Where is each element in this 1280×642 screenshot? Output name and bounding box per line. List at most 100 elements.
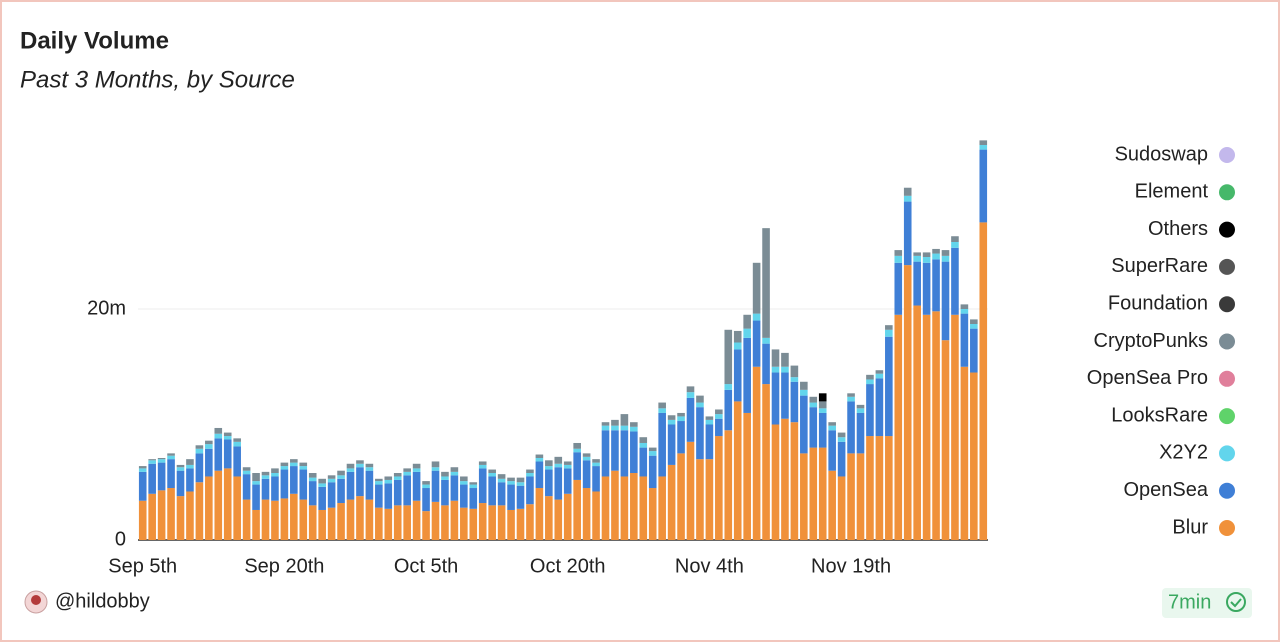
bar-segment	[903, 195, 912, 202]
bar-segment	[460, 484, 468, 508]
bar-segment	[903, 187, 912, 196]
freshness: 7min	[1168, 591, 1211, 613]
bar-segment	[356, 467, 364, 497]
bar-segment	[290, 459, 298, 463]
bar-segment	[365, 467, 374, 471]
bar-segment	[601, 430, 610, 477]
bar-segment	[346, 499, 355, 540]
bar-segment	[648, 455, 657, 489]
bar-segment	[441, 479, 449, 506]
legend-label: X2Y2	[1159, 442, 1208, 464]
bar-segment	[384, 508, 393, 540]
bar-segment	[733, 349, 742, 402]
bar-segment	[271, 468, 279, 474]
bar-segment	[837, 441, 846, 477]
legend-dot	[1219, 296, 1235, 313]
bar-segment	[280, 469, 289, 499]
bar-segment	[299, 462, 308, 467]
bar-segment	[837, 432, 846, 438]
bar-segment	[431, 501, 440, 540]
bar-segment	[582, 456, 591, 461]
bar-segment	[573, 479, 581, 540]
bar-segment	[280, 462, 289, 467]
bar-segment	[932, 311, 940, 540]
bar-segment	[620, 476, 629, 540]
bar-segment	[743, 337, 751, 413]
bar-segment	[677, 412, 685, 417]
bar-segment	[715, 436, 723, 540]
bar-segment	[356, 460, 364, 464]
bar-segment	[724, 329, 733, 385]
legend-label: Foundation	[1108, 292, 1208, 314]
bar-segment	[563, 464, 572, 469]
bar-segment	[818, 447, 827, 540]
bar-segment	[705, 419, 714, 425]
bar-segment	[592, 491, 600, 540]
bar-segment	[497, 505, 506, 540]
y-tick-label: 0	[115, 528, 126, 550]
bar-segment	[724, 389, 733, 431]
bar-segment	[866, 374, 874, 380]
bar-segment	[800, 381, 808, 390]
bar-segment	[195, 448, 204, 454]
bar-segment	[828, 422, 836, 426]
bar-segment	[375, 507, 383, 540]
bar-segment	[431, 461, 440, 468]
bar-segment	[469, 482, 478, 485]
chart-subtitle: Past 3 Months, by Source	[20, 66, 295, 93]
bar-segment	[970, 324, 978, 329]
bar-segment	[545, 460, 553, 467]
bar-segment	[752, 262, 761, 314]
bar-segment	[705, 424, 714, 460]
bar-segment	[960, 309, 969, 314]
bar-segment	[516, 482, 525, 486]
bar-segment	[828, 470, 836, 540]
bar-segment	[450, 500, 459, 540]
bar-segment	[875, 370, 884, 374]
bar-segment	[299, 469, 308, 500]
bar-segment	[932, 253, 940, 260]
bar-segment	[545, 469, 553, 497]
bar-segment	[960, 366, 969, 540]
author[interactable]: @hildobby	[55, 590, 150, 612]
bar-segment	[478, 503, 487, 540]
bar-segment	[941, 340, 950, 540]
avatar	[24, 590, 48, 614]
bar-segment	[856, 404, 865, 409]
bar-segment	[290, 466, 298, 494]
bar-segment	[800, 389, 808, 396]
x-tick-label: Oct 20th	[530, 555, 606, 577]
bar-segment	[724, 430, 733, 540]
bar-segment	[214, 427, 223, 434]
check-icon	[1226, 592, 1246, 612]
bar-segment	[299, 499, 308, 540]
bar-segment	[658, 402, 666, 409]
bar-segment	[762, 337, 770, 344]
bar-segment	[176, 464, 185, 468]
bar-segment	[356, 496, 364, 540]
bar-segment	[507, 509, 515, 540]
bar-segment	[922, 314, 931, 540]
bar-segment	[233, 438, 241, 442]
bar-segment	[375, 481, 383, 485]
bar-segment	[233, 446, 241, 477]
bar-segment	[875, 378, 884, 437]
bar-segment	[894, 262, 903, 315]
bar-segment	[554, 463, 563, 468]
bar-segment	[488, 476, 496, 506]
bar-segment	[280, 498, 289, 540]
bar-segment	[441, 505, 449, 540]
bar-segment	[885, 436, 893, 540]
bar-segment	[563, 468, 572, 494]
bar-segment	[233, 441, 241, 447]
bar-segment	[828, 430, 836, 471]
bar-segment	[677, 416, 685, 422]
bar-segment	[478, 461, 487, 465]
bar-segment	[696, 459, 704, 540]
bar-segment	[223, 436, 232, 440]
bar-segment	[847, 393, 855, 397]
bar-segment	[469, 484, 478, 489]
bar-segment	[403, 471, 411, 476]
bar-segment	[922, 262, 931, 315]
